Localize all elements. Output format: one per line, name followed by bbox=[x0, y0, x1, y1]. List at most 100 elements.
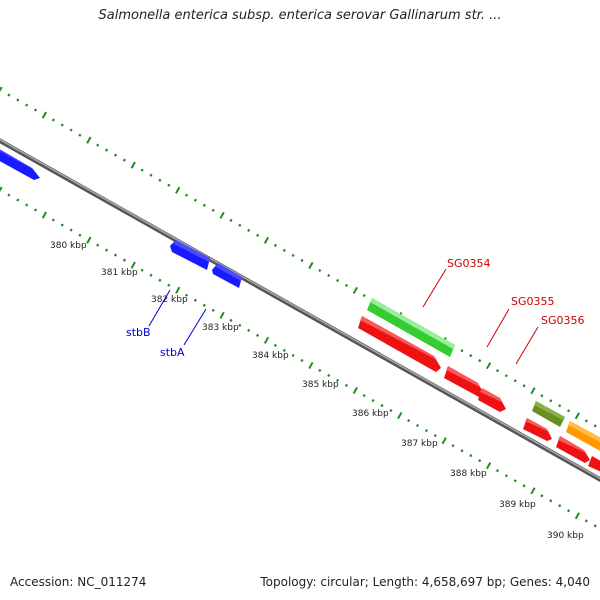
minor-tick bbox=[389, 408, 393, 413]
minor-tick bbox=[513, 479, 517, 483]
minor-tick bbox=[247, 328, 251, 332]
minor-tick bbox=[33, 208, 38, 212]
minor-tick bbox=[7, 93, 11, 97]
minor-tick bbox=[149, 273, 153, 277]
minor-tick bbox=[460, 449, 464, 453]
minor-tick bbox=[318, 268, 322, 273]
minor-tick bbox=[380, 403, 384, 408]
minor-tick bbox=[193, 298, 197, 302]
gene-label-SG0354-group: SG0354 bbox=[422, 257, 491, 308]
gene-SG0356[interactable] bbox=[444, 366, 484, 397]
gene-orange[interactable] bbox=[566, 421, 600, 452]
minor-tick bbox=[96, 143, 100, 147]
minor-tick bbox=[522, 484, 526, 488]
minor-tick bbox=[140, 268, 144, 272]
minor-tick bbox=[282, 348, 286, 352]
gene-label-SG0356: SG0356 bbox=[541, 314, 585, 327]
major-tick bbox=[308, 261, 314, 269]
gene-red-small-2[interactable] bbox=[523, 418, 552, 441]
major-tick bbox=[86, 236, 92, 244]
inner-tick-track bbox=[0, 186, 597, 528]
minor-tick bbox=[327, 373, 331, 378]
minor-tick bbox=[51, 218, 55, 222]
gene-stbA[interactable] bbox=[212, 263, 242, 288]
minor-tick bbox=[211, 308, 215, 312]
gene-red-small-1[interactable] bbox=[478, 388, 506, 412]
minor-tick bbox=[584, 419, 588, 423]
major-tick bbox=[219, 311, 225, 319]
genome-summary-text: Topology: circular; Length: 4,658,697 bp… bbox=[260, 575, 590, 589]
minor-tick bbox=[60, 223, 64, 227]
minor-tick bbox=[158, 178, 162, 182]
minor-tick bbox=[238, 323, 242, 327]
major-tick bbox=[530, 387, 536, 395]
minor-tick bbox=[362, 393, 366, 398]
minor-tick bbox=[69, 128, 73, 132]
minor-tick bbox=[478, 459, 482, 463]
tick-label-384: 384 kbp bbox=[252, 351, 289, 361]
gene-upstream-blue[interactable] bbox=[0, 146, 40, 180]
minor-tick bbox=[105, 248, 109, 252]
minor-tick bbox=[549, 499, 553, 503]
gene-red-small-4[interactable] bbox=[588, 456, 600, 474]
minor-tick bbox=[327, 273, 331, 278]
genome-backbone-highlight bbox=[0, 138, 600, 480]
gene-red-small-3[interactable] bbox=[556, 436, 590, 463]
minor-tick bbox=[495, 369, 500, 373]
gene-label-stbB-group: stbB bbox=[126, 289, 171, 339]
minor-tick bbox=[69, 228, 73, 232]
major-tick bbox=[397, 412, 403, 420]
minor-tick bbox=[78, 133, 82, 137]
minor-tick bbox=[16, 198, 20, 202]
minor-tick bbox=[256, 233, 260, 237]
minor-tick bbox=[122, 258, 126, 262]
minor-tick bbox=[371, 398, 375, 403]
minor-tick bbox=[33, 108, 38, 112]
major-tick bbox=[574, 512, 580, 520]
minor-tick bbox=[336, 378, 340, 383]
minor-tick bbox=[16, 98, 20, 102]
minor-tick bbox=[247, 228, 251, 232]
minor-tick bbox=[424, 428, 428, 433]
minor-tick bbox=[549, 399, 553, 403]
minor-tick bbox=[51, 118, 55, 122]
minor-tick bbox=[469, 354, 473, 358]
major-tick bbox=[441, 437, 447, 445]
minor-tick bbox=[407, 418, 411, 423]
gene-label-stbA-group: stbA bbox=[160, 308, 207, 359]
tick-tracks bbox=[0, 86, 597, 528]
gene-label-stbB: stbB bbox=[126, 326, 151, 339]
minor-tick bbox=[469, 454, 473, 458]
minor-tick bbox=[504, 374, 508, 378]
minor-tick bbox=[478, 359, 482, 363]
major-tick bbox=[175, 186, 181, 194]
gene-stbB[interactable] bbox=[170, 240, 210, 270]
minor-tick bbox=[558, 404, 562, 408]
minor-tick bbox=[229, 218, 233, 222]
minor-tick bbox=[291, 253, 295, 258]
minor-tick bbox=[149, 173, 153, 177]
tick-label-382: 382 kbp bbox=[151, 295, 188, 305]
tick-label-383: 383 kbp bbox=[202, 323, 239, 333]
major-tick bbox=[486, 462, 492, 470]
minor-tick bbox=[513, 379, 517, 383]
gene-olive[interactable] bbox=[532, 401, 565, 427]
major-tick bbox=[86, 136, 92, 144]
major-tick bbox=[0, 186, 3, 193]
tick-label-388: 388 kbp bbox=[450, 469, 487, 479]
gene-SG0354[interactable] bbox=[367, 298, 455, 357]
minor-tick bbox=[273, 243, 277, 247]
major-tick bbox=[486, 362, 492, 370]
gene-SG0355[interactable] bbox=[358, 316, 441, 372]
minor-tick bbox=[415, 423, 420, 428]
gene-label-SG0355-group: SG0355 bbox=[486, 295, 555, 348]
tick-label-390: 390 kbp bbox=[547, 531, 584, 541]
minor-tick bbox=[202, 303, 206, 307]
gene-label-SG0355: SG0355 bbox=[511, 295, 555, 308]
minor-tick bbox=[282, 248, 286, 252]
minor-tick bbox=[185, 193, 189, 197]
minor-tick bbox=[140, 168, 144, 172]
major-tick bbox=[352, 386, 358, 394]
major-tick bbox=[0, 86, 3, 93]
minor-tick bbox=[540, 494, 544, 498]
